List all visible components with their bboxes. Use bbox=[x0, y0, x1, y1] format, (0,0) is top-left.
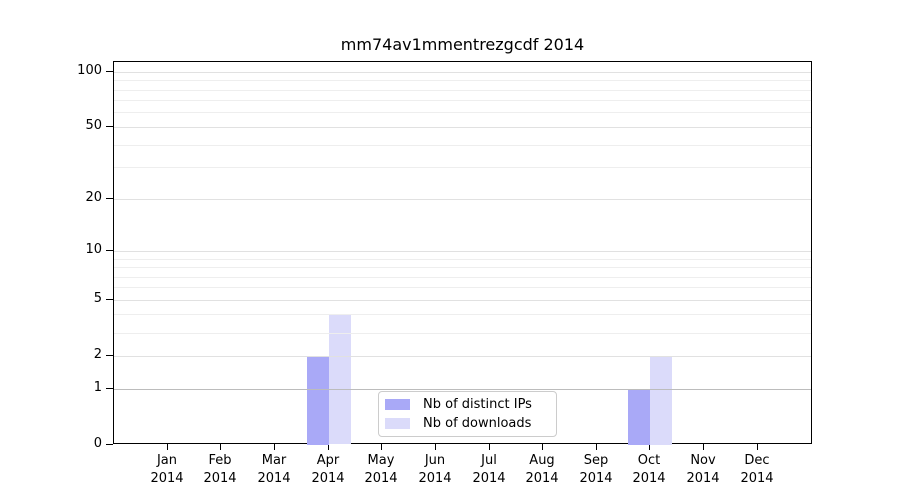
x-tick-label-aug: Aug 2014 bbox=[512, 452, 572, 488]
major-gridline bbox=[114, 251, 811, 252]
major-gridline bbox=[114, 300, 811, 301]
plot-area bbox=[113, 61, 812, 445]
legend-item-downloads: Nb of downloads bbox=[385, 416, 550, 431]
y-tick-label: 50 bbox=[85, 118, 102, 133]
y-tick-label: 0 bbox=[93, 436, 102, 451]
minor-gridline bbox=[114, 277, 811, 278]
x-tick-label-jul: Jul 2014 bbox=[459, 452, 519, 488]
x-tick-mark bbox=[596, 444, 597, 450]
x-tick-month: Aug bbox=[529, 453, 555, 468]
x-tick-year: 2014 bbox=[364, 471, 398, 486]
legend-label-distinct-ips: Nb of distinct IPs bbox=[423, 397, 532, 412]
minor-gridline bbox=[114, 167, 811, 168]
y-tick-label: 100 bbox=[77, 63, 102, 78]
x-tick-month: Apr bbox=[316, 453, 340, 468]
bar-distinct-ips-oct bbox=[628, 389, 650, 445]
minor-gridline bbox=[114, 287, 811, 288]
x-tick-mark bbox=[381, 444, 382, 450]
x-tick-month: Nov bbox=[690, 453, 716, 468]
minor-gridline bbox=[114, 314, 811, 315]
y-tick-label: 1 bbox=[93, 380, 102, 395]
x-tick-mark bbox=[328, 444, 329, 450]
x-tick-label-may: May 2014 bbox=[351, 452, 411, 488]
x-tick-mark bbox=[649, 444, 650, 450]
x-tick-year: 2014 bbox=[472, 471, 506, 486]
x-tick-label-apr: Apr 2014 bbox=[298, 452, 358, 488]
major-gridline bbox=[114, 356, 811, 357]
minor-gridline bbox=[114, 145, 811, 146]
x-tick-year: 2014 bbox=[257, 471, 291, 486]
major-gridline bbox=[114, 199, 811, 200]
x-tick-year: 2014 bbox=[203, 471, 237, 486]
x-tick-label-dec: Dec 2014 bbox=[727, 452, 787, 488]
x-tick-mark bbox=[489, 444, 490, 450]
x-tick-month: Jun bbox=[424, 453, 446, 468]
y-tick-mark bbox=[106, 355, 113, 356]
chart-title: mm74av1mmentrezgcdf 2014 bbox=[340, 35, 585, 54]
x-tick-mark bbox=[220, 444, 221, 450]
x-tick-year: 2014 bbox=[740, 471, 774, 486]
legend-item-distinct-ips: Nb of distinct IPs bbox=[385, 397, 550, 412]
x-tick-label-jan: Jan 2014 bbox=[137, 452, 197, 488]
minor-gridline bbox=[114, 112, 811, 113]
x-tick-month: Dec bbox=[744, 453, 770, 468]
x-tick-year: 2014 bbox=[579, 471, 613, 486]
y-tick-mark bbox=[106, 126, 113, 127]
y-tick-mark bbox=[106, 388, 113, 389]
x-tick-month: Feb bbox=[208, 453, 232, 468]
legend: Nb of distinct IPs Nb of downloads bbox=[378, 391, 557, 437]
x-tick-mark bbox=[757, 444, 758, 450]
x-tick-year: 2014 bbox=[311, 471, 345, 486]
x-tick-month: Mar bbox=[261, 453, 287, 468]
y-tick-mark bbox=[106, 250, 113, 251]
y-tick-label: 2 bbox=[93, 347, 102, 362]
x-tick-label-nov: Nov 2014 bbox=[673, 452, 733, 488]
x-tick-label-feb: Feb 2014 bbox=[190, 452, 250, 488]
y-tick-mark bbox=[106, 71, 113, 72]
x-tick-mark bbox=[542, 444, 543, 450]
y-tick-mark bbox=[106, 444, 113, 445]
x-tick-mark bbox=[703, 444, 704, 450]
x-tick-month: Jul bbox=[481, 453, 497, 468]
minor-gridline bbox=[114, 267, 811, 268]
major-gridline bbox=[114, 127, 811, 128]
y-tick-mark bbox=[106, 299, 113, 300]
bar-distinct-ips-apr bbox=[307, 356, 329, 445]
y-tick-label: 5 bbox=[93, 291, 102, 306]
legend-label-downloads: Nb of downloads bbox=[423, 416, 532, 431]
legend-swatch-downloads bbox=[385, 418, 410, 429]
x-tick-year: 2014 bbox=[525, 471, 559, 486]
x-tick-year: 2014 bbox=[418, 471, 452, 486]
x-tick-month: Sep bbox=[583, 453, 609, 468]
x-tick-year: 2014 bbox=[686, 471, 720, 486]
bar-downloads-oct bbox=[650, 356, 672, 445]
y-tick-label: 10 bbox=[85, 242, 102, 257]
x-tick-month: May bbox=[367, 453, 395, 468]
x-tick-mark bbox=[435, 444, 436, 450]
major-gridline bbox=[114, 389, 811, 390]
minor-gridline bbox=[114, 80, 811, 81]
minor-gridline bbox=[114, 333, 811, 334]
x-tick-year: 2014 bbox=[632, 471, 666, 486]
legend-swatch-distinct-ips bbox=[385, 399, 410, 410]
x-tick-month: Oct bbox=[637, 453, 661, 468]
x-tick-label-mar: Mar 2014 bbox=[244, 452, 304, 488]
minor-gridline bbox=[114, 100, 811, 101]
x-tick-mark bbox=[167, 444, 168, 450]
bar-downloads-apr bbox=[329, 314, 351, 444]
y-tick-mark bbox=[106, 198, 113, 199]
x-tick-label-jun: Jun 2014 bbox=[405, 452, 465, 488]
minor-gridline bbox=[114, 90, 811, 91]
major-gridline bbox=[114, 72, 811, 73]
x-tick-label-sep: Sep 2014 bbox=[566, 452, 626, 488]
y-tick-label: 20 bbox=[85, 190, 102, 205]
x-tick-mark bbox=[274, 444, 275, 450]
x-tick-year: 2014 bbox=[150, 471, 184, 486]
x-tick-label-oct: Oct 2014 bbox=[619, 452, 679, 488]
minor-gridline bbox=[114, 259, 811, 260]
x-tick-month: Jan bbox=[156, 453, 178, 468]
